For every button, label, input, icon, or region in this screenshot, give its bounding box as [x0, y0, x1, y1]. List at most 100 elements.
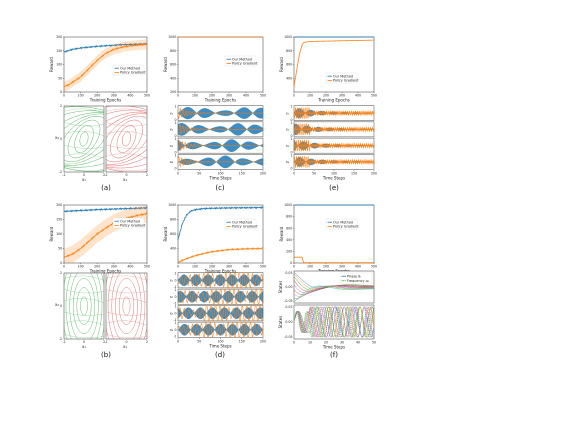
- reward-chart-d_top: 0 100 200 300 400 500 400 600 800 1000 Training Ep…: [163, 203, 266, 273]
- y-axis-label: Reward: [163, 226, 168, 241]
- series-line-policy-gradient: [293, 155, 375, 168]
- streamline: [106, 111, 147, 167]
- series-line-policy-gradient: [177, 107, 263, 119]
- y-tick-label: 800: [286, 49, 292, 53]
- x-tick-label: 100: [217, 172, 223, 176]
- streamline: [64, 122, 104, 127]
- legend-box: [325, 72, 358, 84]
- y-axis-label: Reward: [279, 226, 284, 241]
- y-tick-label: 600: [170, 63, 176, 67]
- portrait-frame: [105, 272, 148, 340]
- streamlines: [106, 106, 147, 172]
- y-tick-label: -1: [173, 335, 176, 339]
- curves: [294, 272, 374, 302]
- x-tick-label: 300: [111, 265, 117, 269]
- x-tick-label: 0: [293, 172, 295, 176]
- panel-label: (b): [101, 351, 111, 359]
- reward-chart-e_top: 0 100 200 300 400 500 400 600 800 1000 Training Ep…: [279, 35, 377, 102]
- legend-box: [112, 64, 145, 76]
- y-tick-label: 200: [286, 250, 292, 254]
- y-tick-label: 600: [286, 226, 292, 230]
- y-tick-label: -0.05: [284, 299, 292, 303]
- y-tick-label: 1: [174, 137, 176, 141]
- x-tick-label: 100: [78, 94, 84, 98]
- row-label: x₁: [170, 111, 174, 115]
- streamline: [115, 278, 138, 334]
- y-tick-label: 1: [174, 105, 176, 109]
- state-curve: [294, 285, 374, 297]
- legend-entry: Policy Gradient: [333, 79, 359, 83]
- y-tick-label: 1: [290, 153, 292, 157]
- streamline: [106, 106, 147, 172]
- streamline: [107, 273, 146, 339]
- x-tick-label: 200: [94, 94, 100, 98]
- row-label: x₁: [170, 278, 174, 282]
- portrait-y-tick: 2: [60, 104, 62, 108]
- streamline: [106, 109, 147, 169]
- y-tick-label: 800: [170, 218, 176, 222]
- portrait-x-tick: -2: [104, 173, 107, 177]
- legend-entry: Policy Gradient: [120, 71, 146, 75]
- portrait-x-tick: 2: [103, 173, 105, 177]
- state-curve: [294, 306, 374, 338]
- panel-label: (e): [329, 184, 339, 192]
- x-tick-label: 50: [312, 172, 316, 176]
- state-curve: [294, 306, 374, 338]
- y-tick-label: 1: [174, 272, 176, 276]
- y-tick-label: 0: [174, 328, 176, 332]
- y-tick-label: 0: [174, 278, 176, 282]
- streamline: [67, 119, 101, 159]
- y-tick-label: 1: [290, 121, 292, 125]
- y-tick-label: 0: [290, 261, 292, 265]
- y-tick-label: -0.05: [284, 335, 292, 339]
- x-tick-label: 100: [307, 94, 313, 98]
- phase-portrait-b-left: [63, 272, 105, 340]
- x-tick-label: 300: [111, 94, 117, 98]
- streamline: [64, 106, 104, 172]
- legend-box: [339, 272, 373, 285]
- x-axis-label: Training Epochs: [89, 98, 121, 103]
- x-axis-label: Time Steps: [322, 175, 345, 180]
- x-tick-label: 200: [209, 265, 215, 269]
- x-tick-label: 200: [371, 172, 377, 176]
- x-tick-label: 150: [239, 340, 245, 344]
- y-tick-label: 600: [170, 232, 176, 236]
- y-tick-label: 150: [56, 218, 62, 222]
- panel-label: (a): [101, 184, 111, 192]
- streamline: [64, 110, 104, 168]
- panel-label: (d): [215, 351, 225, 359]
- x-tick-label: 300: [339, 265, 345, 269]
- x-axis-label: Time Steps: [322, 344, 345, 349]
- streamline: [106, 144, 147, 149]
- portrait-x-tick: 2: [146, 173, 148, 177]
- legend-entry: Policy Gradient: [232, 225, 258, 229]
- series-line-policy-gradient: [293, 39, 375, 87]
- series-line-policy-gradient: [177, 247, 264, 263]
- y-tick-label: 0.05: [285, 271, 292, 275]
- streamline: [64, 167, 104, 172]
- y-tick-label: 400: [286, 76, 292, 80]
- x-tick-label: 40: [356, 341, 360, 345]
- y-tick-label: -1: [173, 302, 176, 306]
- streamline: [64, 275, 104, 281]
- row-label: x₃: [170, 311, 174, 315]
- streamline: [106, 131, 147, 136]
- streamline: [76, 287, 92, 325]
- y-tick-label: 0: [290, 118, 292, 122]
- y-tick-label: -1: [173, 318, 176, 322]
- y-tick-label: 50: [58, 76, 62, 80]
- streamline: [64, 289, 104, 294]
- streamline: [106, 298, 147, 303]
- y-tick-label: 50: [58, 247, 62, 251]
- portrait-x-tick: -2: [104, 340, 107, 344]
- y-tick-label: 0: [174, 167, 176, 171]
- streamline: [64, 112, 104, 166]
- y-axis-label: States: [278, 316, 283, 329]
- streamline: [64, 320, 104, 326]
